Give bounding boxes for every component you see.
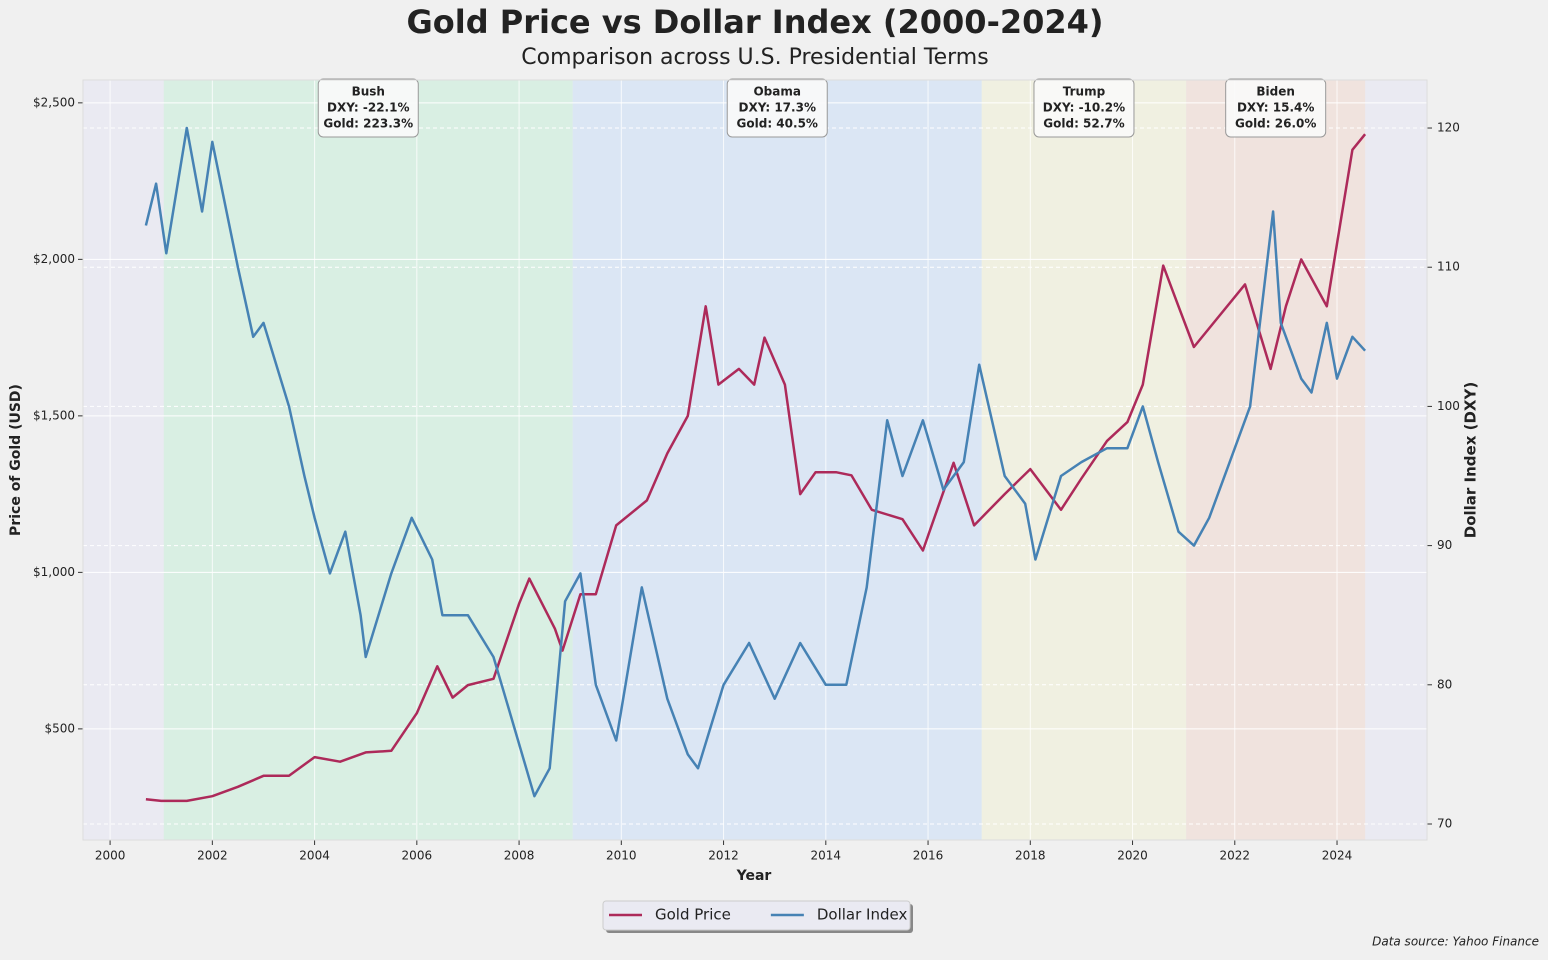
source-note: Data source: Yahoo Finance — [1372, 935, 1539, 949]
x-tick-label: 2010 — [606, 849, 637, 863]
term-shading — [1186, 80, 1366, 840]
x-tick-label: 2024 — [1322, 849, 1353, 863]
y2-tick-label: 80 — [1437, 677, 1452, 691]
y2-tick-label: 120 — [1437, 121, 1460, 135]
plot-area — [83, 80, 1427, 840]
x-axis-label: Year — [736, 868, 772, 884]
legend-box — [602, 900, 911, 931]
legend-label: Gold Price — [655, 906, 731, 924]
x-tick-label: 2000 — [95, 849, 126, 863]
series-line — [144, 126, 1367, 798]
term-name: Obama — [753, 85, 801, 99]
term-annotation-box — [317, 78, 419, 138]
term-name: Trump — [1063, 85, 1106, 99]
y-tick-label: $1,500 — [33, 408, 75, 422]
term-stat: Gold: 40.5% — [737, 117, 818, 131]
x-tick-label: 2008 — [504, 849, 535, 863]
term-name: Bush — [352, 85, 385, 99]
term-stat: DXY: -22.1% — [327, 101, 409, 115]
legend-label: Dollar Index — [817, 906, 908, 924]
y2-tick-label: 100 — [1437, 399, 1460, 413]
x-tick-label: 2004 — [299, 849, 330, 863]
y-tick-label: $1,000 — [33, 565, 75, 579]
y2-axis-label: Dollar Index (DXY) — [1462, 382, 1480, 538]
x-tick-label: 2006 — [402, 849, 433, 863]
y-axis-label: Price of Gold (USD) — [8, 384, 24, 536]
term-stat: DXY: 17.3% — [739, 101, 816, 115]
y-tick-label: $2,000 — [33, 252, 75, 266]
x-tick-label: 2020 — [1117, 849, 1148, 863]
term-shading — [163, 80, 573, 840]
term-stat: Gold: 223.3% — [323, 117, 413, 131]
term-stat: Gold: 26.0% — [1235, 117, 1316, 131]
x-tick-label: 2002 — [197, 849, 228, 863]
x-tick-label: 2016 — [913, 849, 944, 863]
y2-tick-label: 110 — [1437, 260, 1460, 274]
y2-tick-label: 90 — [1437, 538, 1452, 552]
term-stat: DXY: 15.4% — [1237, 101, 1314, 115]
term-name: Biden — [1256, 85, 1295, 99]
x-tick-label: 2018 — [1015, 849, 1046, 863]
x-tick-label: 2022 — [1220, 849, 1251, 863]
term-stat: Gold: 52.7% — [1043, 117, 1124, 131]
y-tick-label: $500 — [44, 721, 75, 735]
chart-subtitle: Comparison across U.S. Presidential Term… — [521, 45, 988, 70]
term-annotation-box — [726, 78, 828, 138]
term-annotation-box — [1033, 78, 1135, 138]
term-stat: DXY: -10.2% — [1043, 101, 1125, 115]
x-tick-label: 2012 — [708, 849, 739, 863]
x-tick-label: 2014 — [811, 849, 842, 863]
plot-frame — [82, 79, 1428, 841]
y-tick-label: $2,500 — [33, 95, 75, 109]
term-annotation-box — [1225, 78, 1327, 138]
y2-tick-label: 70 — [1437, 816, 1452, 830]
chart-title: Gold Price vs Dollar Index (2000-2024) — [406, 3, 1103, 41]
term-shading — [572, 80, 982, 840]
series-line — [145, 133, 1367, 803]
